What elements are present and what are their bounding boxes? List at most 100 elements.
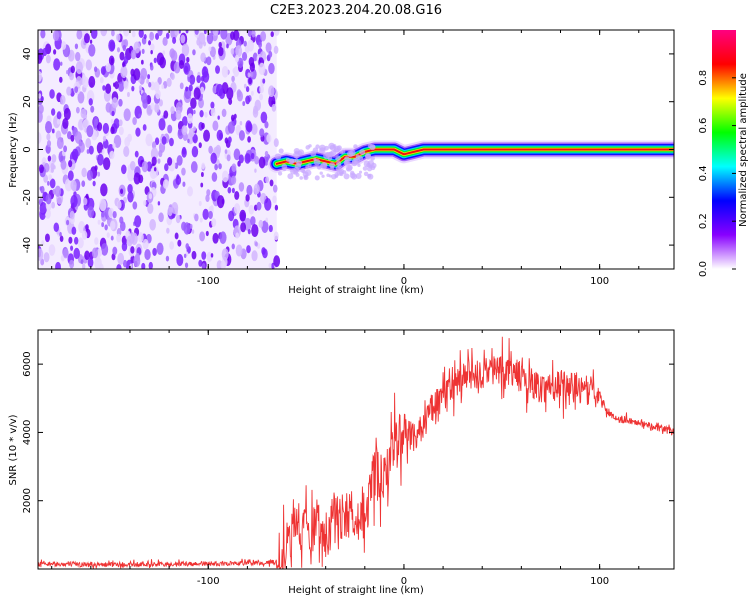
colorbar-tick-label: 0.2	[698, 213, 709, 229]
noise-blob	[110, 126, 115, 135]
noise-blob	[100, 183, 108, 197]
noise-blob	[150, 147, 159, 161]
colorbar-tick-label: 0.6	[698, 118, 709, 134]
noise-blob	[38, 131, 42, 145]
noise-blob	[120, 188, 124, 195]
noise-blob	[40, 96, 44, 102]
noise-blob	[249, 62, 255, 72]
noise-blob	[101, 210, 105, 218]
signal-speckle	[335, 155, 341, 162]
noise-blob	[49, 89, 55, 99]
noise-blob	[51, 201, 56, 209]
noise-blob	[230, 31, 236, 40]
signal-speckle	[359, 149, 366, 156]
noise-blob	[226, 43, 229, 49]
noise-blob	[230, 175, 237, 185]
noise-blob	[216, 83, 224, 97]
snr-ylabel: SNR (10 * v/v)	[8, 414, 19, 485]
noise-blob	[189, 223, 193, 229]
noise-blob	[156, 242, 164, 255]
noise-blob	[50, 167, 54, 173]
noise-blob	[146, 78, 150, 84]
signal-speckle	[274, 153, 282, 160]
noise-blob	[75, 61, 83, 75]
noise-blob	[141, 262, 146, 269]
noise-blob	[69, 71, 74, 81]
noise-blob	[93, 116, 99, 126]
noise-blob	[138, 30, 144, 39]
noise-blob	[158, 212, 164, 223]
noise-blob	[94, 165, 98, 171]
spectrogram-ylabel: Frequency (Hz)	[8, 112, 19, 188]
noise-blob	[119, 51, 125, 61]
noise-blob	[137, 232, 144, 243]
noise-blob	[153, 81, 160, 92]
signal-speckle	[334, 145, 341, 153]
noise-blob	[111, 110, 115, 117]
noise-blob	[39, 202, 47, 215]
noise-blob	[156, 52, 165, 66]
noise-blob	[258, 41, 262, 49]
noise-blob	[47, 155, 52, 162]
noise-blob	[218, 46, 224, 57]
noise-blob	[219, 231, 227, 244]
noise-blob	[155, 32, 160, 40]
noise-blob	[86, 149, 90, 154]
y-tick-label: 20	[22, 95, 33, 108]
noise-blob	[119, 30, 122, 33]
x-tick-label: 100	[590, 576, 609, 587]
noise-blob	[268, 262, 272, 269]
noise-blob	[141, 48, 145, 55]
noise-blob	[200, 172, 204, 178]
signal-speckle	[330, 150, 337, 157]
noise-blob	[140, 67, 148, 80]
noise-blob	[150, 102, 155, 111]
signal-speckle	[366, 162, 372, 168]
colorbar-bar	[712, 30, 736, 269]
noise-blob	[88, 98, 93, 106]
noise-blob	[109, 150, 115, 160]
noise-blob	[210, 253, 214, 258]
noise-blob	[166, 227, 170, 234]
noise-blob	[59, 235, 64, 242]
noise-blob	[113, 134, 122, 148]
noise-blob	[141, 160, 149, 173]
snr-panel: -100 0 100 2000 4000 6000 Height of straight …	[8, 329, 675, 596]
noise-blob	[238, 130, 245, 141]
noise-blob	[127, 133, 133, 143]
noise-blob	[85, 59, 93, 71]
noise-blob	[60, 95, 66, 105]
noise-blob	[233, 30, 240, 42]
noise-blob	[174, 30, 180, 36]
noise-blob	[153, 167, 157, 172]
noise-blob	[243, 83, 247, 89]
noise-blob	[188, 127, 195, 138]
noise-blob	[165, 32, 170, 39]
noise-blob	[167, 156, 173, 166]
signal-speckle	[353, 144, 358, 149]
noise-blob	[221, 170, 229, 183]
noise-blob	[43, 174, 49, 183]
noise-blob	[205, 194, 210, 202]
noise-blob	[38, 70, 43, 82]
signal-speckle	[341, 149, 346, 154]
noise-blob	[161, 136, 167, 145]
noise-blob	[116, 200, 122, 209]
noise-blob	[150, 49, 153, 55]
colorbar: 0.0 0.2 0.4 0.6 0.8 Normalized spectral ampl…	[698, 30, 749, 277]
noise-blob	[74, 86, 79, 94]
noise-blob	[59, 76, 63, 83]
noise-blob	[273, 231, 279, 241]
signal-speckle	[349, 172, 356, 179]
noise-blob	[273, 45, 279, 54]
noise-blob	[88, 76, 96, 88]
noise-blob	[259, 85, 264, 94]
noise-blob	[272, 184, 278, 193]
spectrogram-xlabel: Height of straight line (km)	[288, 285, 424, 296]
noise-blob	[262, 78, 266, 84]
noise-blob	[148, 40, 152, 46]
noise-blob	[51, 154, 57, 163]
noise-blob	[149, 64, 154, 71]
noise-blob	[248, 77, 253, 85]
noise-blob	[230, 48, 235, 55]
